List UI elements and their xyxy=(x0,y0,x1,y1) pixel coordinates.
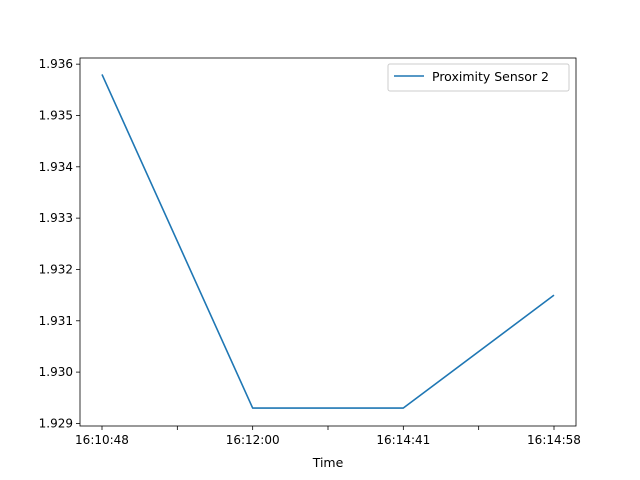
y-tick-label: 1.930 xyxy=(39,365,73,379)
y-tick-label: 1.935 xyxy=(39,108,73,122)
x-tick-label: 16:12:00 xyxy=(226,433,280,447)
series-line-0 xyxy=(101,74,555,409)
series-layer xyxy=(101,74,555,409)
y-tick-label: 1.929 xyxy=(39,416,73,430)
x-tick-label: 16:14:41 xyxy=(376,433,430,447)
y-tick-label: 1.936 xyxy=(39,57,73,71)
x-tick-label: 16:10:48 xyxy=(75,433,129,447)
x-tick-label: 16:14:58 xyxy=(527,433,581,447)
y-tick-label: 1.933 xyxy=(39,211,73,225)
y-tick-label: 1.932 xyxy=(39,262,73,276)
legend-label: Proximity Sensor 2 xyxy=(432,69,549,84)
y-tick-label: 1.931 xyxy=(39,314,73,328)
legend-box xyxy=(387,63,570,92)
y-tick-label: 1.934 xyxy=(39,160,73,174)
legend: Proximity Sensor 2 xyxy=(387,63,570,92)
axes: 1.929 1.930 1.931 1.932 1.933 1.934 1.935 1.936… xyxy=(39,57,581,447)
x-axis-label: Time xyxy=(312,455,344,470)
